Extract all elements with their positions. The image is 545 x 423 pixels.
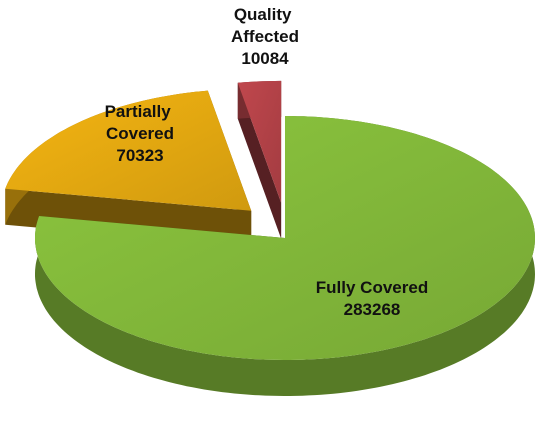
data-label-name: Fully Covered [316,278,428,297]
data-label-value: 283268 [344,300,401,319]
pie-slice [5,90,252,247]
data-label-name: Quality Affected [231,5,299,46]
pie-slice [237,80,282,239]
label-line: Affected [231,27,299,46]
label-line: Fully Covered [316,278,428,297]
data-label-value: 70323 [116,146,163,165]
slice-wall [237,82,282,239]
label-line: Quality [234,5,296,24]
slice-top [5,90,252,211]
pie-slice [35,116,535,396]
label-line: Partially [105,102,176,121]
slice-top [35,116,535,360]
label-line: Covered [106,124,174,143]
data-label-value: 10084 [241,49,289,68]
data-label-name: Partially Covered [105,102,176,143]
slice-top [237,80,282,203]
